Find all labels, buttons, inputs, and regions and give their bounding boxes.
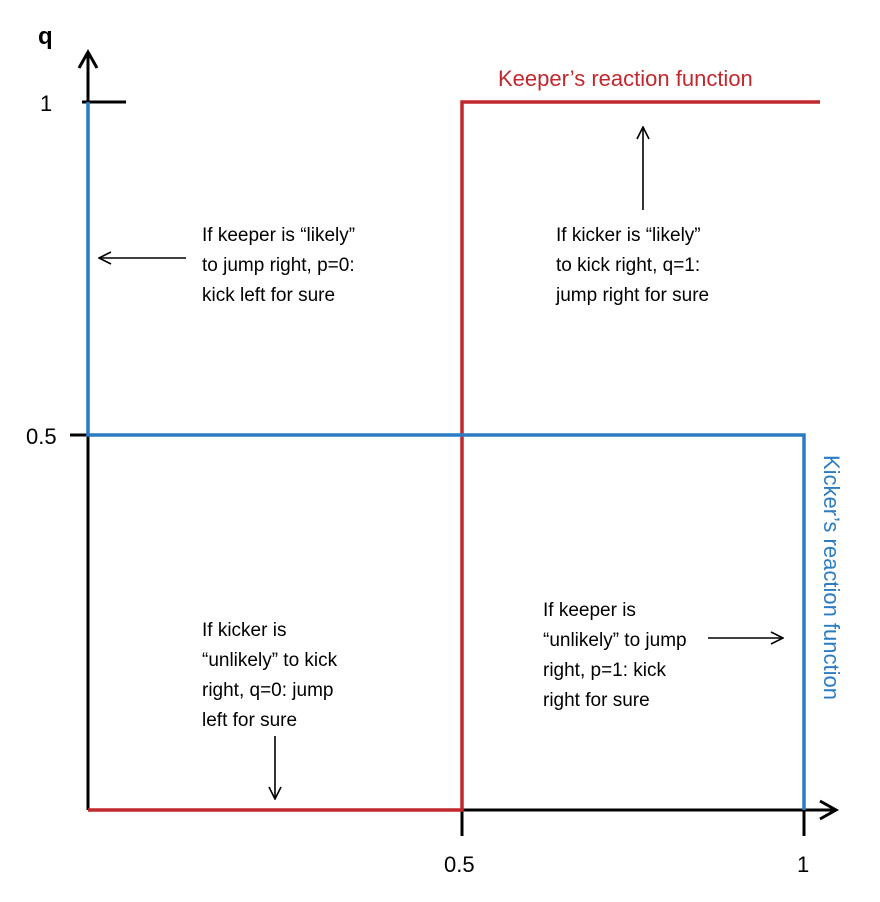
kicker-reaction-line — [86, 102, 806, 810]
annotation-bottom-right-line-3: right, p=1: kick — [543, 660, 667, 681]
annotation-bottom-left-line-2: “unlikely” to kick — [202, 650, 338, 671]
annotation-bottom-left-line-3: right, q=0: jump — [202, 680, 334, 701]
annotation-top-left-line-2: to jump right, p=0: — [202, 255, 355, 276]
annotation-top-left-line-3: kick left for sure — [202, 285, 335, 306]
annotation-top-left: If keeper is “likely” to jump right, p=0… — [100, 225, 355, 306]
annotation-top-left-line-1: If keeper is “likely” — [202, 225, 355, 246]
x-tick-label-0.5: 0.5 — [444, 852, 475, 877]
annotation-top-right-line-3: jump right for sure — [555, 285, 709, 306]
keeper-reaction-line — [88, 100, 820, 812]
annotation-top-right: If kicker is “likely” to kick right, q=1… — [555, 128, 709, 306]
annotation-bottom-right: If keeper is “unlikely” to jump right, p… — [543, 600, 782, 711]
annotation-bottom-right-line-2: “unlikely” to jump — [543, 630, 687, 651]
annotation-bottom-left-line-1: If kicker is — [202, 620, 286, 641]
annotation-bottom-right-line-1: If keeper is — [543, 600, 636, 621]
x-tick-label-1: 1 — [797, 852, 809, 877]
annotation-top-right-line-1: If kicker is “likely” — [556, 225, 701, 246]
annotation-bottom-left-line-4: left for sure — [202, 710, 297, 731]
annotation-top-right-line-2: to kick right, q=1: — [556, 255, 700, 276]
y-tick-label-0.5: 0.5 — [26, 424, 57, 449]
keeper-function-label: Keeper’s reaction function — [498, 66, 753, 91]
axes — [70, 48, 840, 836]
y-tick-label-1: 1 — [40, 91, 52, 116]
y-axis-title: q — [38, 23, 53, 50]
annotation-bottom-left: If kicker is “unlikely” to kick right, q… — [202, 620, 338, 798]
kicker-function-label: Kicker’s reaction function — [819, 455, 844, 700]
annotation-bottom-right-line-4: right for sure — [543, 690, 650, 711]
